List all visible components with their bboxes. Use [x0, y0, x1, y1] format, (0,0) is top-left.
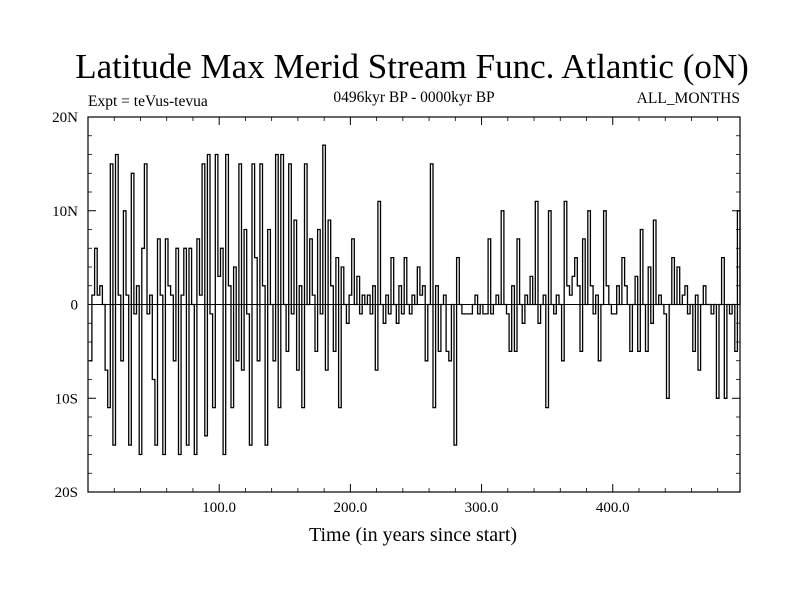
months-label: ALL_MONTHS [637, 90, 740, 107]
plot-area: 20N 10N 0 10S 20S 100.0 200.0 300.0 400.0 [52, 110, 741, 516]
y-tick-label: 0 [71, 298, 79, 314]
x-tick-label: 100.0 [202, 500, 236, 516]
y-tick-label: 20N [52, 110, 78, 126]
x-axis-label: Time (in years since start) [309, 524, 517, 546]
y-tick-label: 20S [55, 485, 78, 501]
series-line-0 [89, 144, 741, 456]
y-tick-label: 10N [52, 204, 78, 220]
period-label: 0496kyr BP - 0000kyr BP [333, 89, 494, 106]
x-tick-label: 200.0 [333, 500, 367, 516]
x-tick-label: 300.0 [465, 500, 499, 516]
chart-title: Latitude Max Merid Stream Func. Atlantic… [75, 47, 749, 86]
y-tick-label: 10S [55, 391, 78, 407]
experiment-label: Expt = teVus-tevua [88, 93, 208, 110]
x-tick-label: 400.0 [596, 500, 630, 516]
